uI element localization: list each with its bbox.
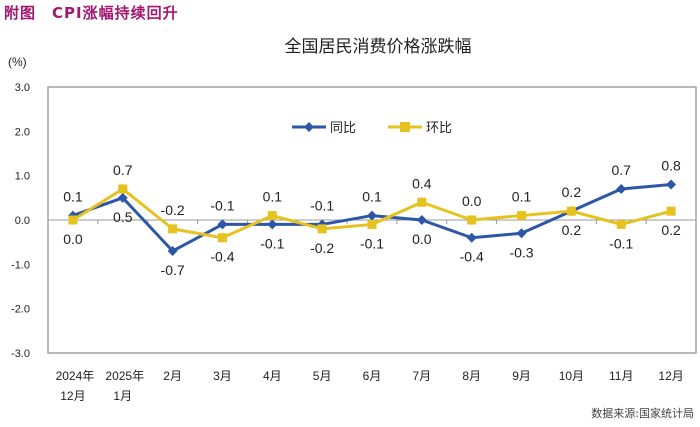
chart-title: 全国居民消费价格涨跌幅 xyxy=(285,37,472,56)
y-tick-label: 3.0 xyxy=(15,82,30,94)
data-point xyxy=(168,224,178,234)
data-label: 0.2 xyxy=(562,184,582,200)
x-tick-label: 8月 xyxy=(462,369,481,383)
x-tick-label: 5月 xyxy=(313,369,332,383)
data-label: 0.7 xyxy=(113,162,133,178)
data-label: 0.1 xyxy=(63,189,83,205)
legend-square-marker xyxy=(400,122,410,132)
data-label: -0.1 xyxy=(360,235,384,251)
x-tick-label: 9月 xyxy=(512,369,531,383)
x-tick-label: 4月 xyxy=(263,369,282,383)
legend-label: 环比 xyxy=(426,120,452,135)
y-tick-label: 2.0 xyxy=(15,126,30,138)
x-tick-label: 6月 xyxy=(363,369,382,383)
data-point xyxy=(616,219,626,229)
x-tick-label: 2月 xyxy=(163,369,182,383)
data-point xyxy=(417,197,427,207)
x-tick-label: 10月 xyxy=(559,369,584,383)
data-label: 0.5 xyxy=(113,209,133,225)
data-label: -0.1 xyxy=(210,197,234,213)
data-point xyxy=(367,210,377,221)
y-tick-label: -2.0 xyxy=(11,304,30,316)
data-point xyxy=(416,215,427,225)
data-label: -0.7 xyxy=(161,262,185,278)
data-point xyxy=(616,183,627,194)
data-point xyxy=(517,211,527,221)
data-point xyxy=(217,219,228,230)
data-point xyxy=(118,184,128,194)
data-point xyxy=(367,219,377,229)
data-label: 0.1 xyxy=(263,189,283,205)
x-tick-label: 12月 xyxy=(60,389,85,403)
y-axis-label: (%) xyxy=(8,55,27,69)
source-note: 数据来源:国家统计局 xyxy=(591,407,694,420)
data-point xyxy=(566,206,576,216)
data-label: 0.1 xyxy=(512,189,532,205)
data-label: 0.0 xyxy=(412,231,432,247)
data-label: -0.4 xyxy=(460,249,484,265)
data-point xyxy=(516,228,527,239)
x-tick-label: 2024年 xyxy=(56,369,95,383)
data-point xyxy=(267,211,277,221)
data-point xyxy=(68,215,78,225)
data-point xyxy=(167,246,178,257)
data-label: 0.2 xyxy=(562,222,582,238)
data-label: -0.1 xyxy=(609,235,633,251)
data-point xyxy=(117,192,128,203)
data-point xyxy=(666,206,676,216)
data-label: 0.0 xyxy=(462,193,482,209)
x-tick-label: 1月 xyxy=(113,389,132,403)
legend-diamond-marker xyxy=(304,122,314,132)
data-point xyxy=(217,233,227,243)
y-tick-label: -3.0 xyxy=(11,348,30,360)
x-tick-label: 3月 xyxy=(213,369,232,383)
y-tick-label: -1.0 xyxy=(11,259,30,271)
x-tick-label: 2025年 xyxy=(105,369,144,383)
data-point xyxy=(267,219,278,230)
data-point xyxy=(467,215,477,225)
y-tick-label: 1.0 xyxy=(15,171,30,183)
x-tick-label: 7月 xyxy=(413,369,432,383)
data-point xyxy=(317,224,327,234)
data-label: -0.3 xyxy=(509,244,533,260)
x-tick-label: 11月 xyxy=(609,369,633,383)
data-label: 0.2 xyxy=(661,222,681,238)
data-label: -0.1 xyxy=(310,197,334,213)
data-point xyxy=(666,179,677,190)
data-label: 0.7 xyxy=(611,162,631,178)
data-label: 0.1 xyxy=(362,189,382,205)
data-label: -0.2 xyxy=(310,240,334,256)
data-label: -0.2 xyxy=(161,202,185,218)
data-label: 0.0 xyxy=(63,231,83,247)
figure-title: 附图 CPI涨幅持续回升 xyxy=(4,4,179,22)
data-point xyxy=(466,232,477,243)
data-label: 0.8 xyxy=(661,158,681,174)
data-label: -0.1 xyxy=(260,235,284,251)
x-tick-label: 12月 xyxy=(658,369,683,383)
data-label: 0.4 xyxy=(412,175,432,191)
legend-label: 同比 xyxy=(330,120,356,135)
y-tick-label: 0.0 xyxy=(15,215,30,227)
data-label: -0.4 xyxy=(210,249,234,265)
